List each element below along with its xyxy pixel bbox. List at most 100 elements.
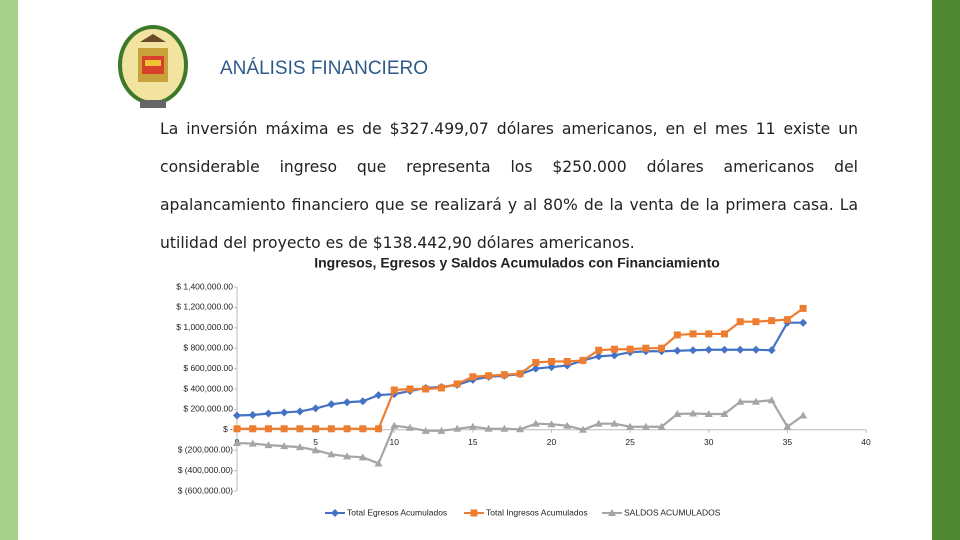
right-band	[932, 0, 960, 540]
y-tick-label: $ 1,200,000.00	[176, 302, 233, 312]
marker	[422, 385, 430, 393]
marker	[295, 407, 304, 416]
y-tick-label: $ 1,000,000.00	[176, 322, 233, 332]
marker	[531, 419, 540, 427]
marker	[405, 423, 414, 431]
marker	[751, 345, 760, 354]
marker	[264, 409, 273, 418]
paragraph: La inversión máxima es de $327.499,07 dó…	[160, 120, 858, 252]
marker	[437, 384, 445, 392]
marker	[751, 397, 760, 405]
series-line	[236, 321, 804, 417]
marker	[532, 358, 540, 366]
marker	[610, 345, 618, 353]
marker	[468, 422, 477, 430]
marker	[327, 425, 335, 433]
marker	[453, 424, 462, 432]
marker	[421, 426, 430, 434]
slide-title: ANÁLISIS FINANCIERO	[220, 58, 428, 79]
legend-label: SALDOS ACUMULADOS	[624, 507, 721, 517]
marker	[264, 425, 272, 433]
chart-title: Ingresos, Egresos y Saldos Acumulados co…	[314, 255, 720, 271]
x-tick-label: 25	[625, 437, 635, 447]
marker	[736, 397, 745, 405]
marker	[547, 363, 556, 372]
marker	[343, 452, 352, 460]
marker	[799, 318, 808, 327]
marker	[280, 425, 288, 433]
y-tick-label: $ (200,000.00)	[178, 444, 233, 454]
marker	[563, 421, 572, 429]
y-tick-label: $ 1,400,000.00	[176, 281, 233, 291]
marker	[406, 385, 414, 393]
marker	[437, 426, 446, 434]
marker	[390, 386, 398, 394]
y-tick-label: $ (600,000.00)	[178, 485, 233, 495]
marker	[736, 318, 744, 326]
marker	[233, 411, 241, 420]
x-tick-label: 10	[390, 437, 400, 447]
marker	[311, 446, 320, 454]
marker	[579, 356, 587, 364]
marker	[484, 424, 493, 432]
marker	[673, 331, 681, 339]
marker	[767, 396, 776, 404]
marker	[374, 459, 383, 467]
marker	[547, 420, 556, 428]
marker	[249, 425, 257, 433]
y-tick-label: $ (400,000.00)	[178, 465, 233, 475]
marker	[704, 345, 713, 354]
marker	[736, 345, 745, 354]
marker	[642, 344, 650, 352]
marker	[689, 409, 698, 417]
marker	[783, 422, 792, 430]
marker	[768, 317, 776, 325]
marker	[783, 316, 791, 324]
legend-label: Total Ingresos Acumulados	[486, 507, 588, 517]
x-tick-label: 5	[313, 437, 318, 447]
marker	[358, 397, 367, 406]
marker	[280, 442, 289, 450]
marker	[375, 425, 383, 433]
x-tick-label: 15	[468, 437, 478, 447]
legend-marker	[331, 509, 339, 517]
marker	[327, 450, 336, 458]
left-band	[0, 0, 18, 540]
marker	[233, 439, 241, 447]
marker	[359, 425, 367, 433]
marker	[280, 408, 289, 417]
marker	[594, 419, 603, 427]
marker	[374, 391, 383, 400]
marker	[595, 346, 603, 354]
marker	[610, 351, 619, 360]
marker	[358, 453, 367, 461]
marker	[500, 424, 509, 432]
logo	[118, 25, 188, 108]
marker	[704, 409, 713, 417]
marker	[516, 370, 524, 378]
marker	[531, 364, 540, 373]
y-tick-label: $ 800,000.00	[183, 342, 233, 352]
marker	[689, 330, 697, 338]
marker	[264, 441, 273, 449]
legend-marker	[470, 509, 478, 517]
marker	[578, 425, 587, 433]
marker	[516, 425, 525, 433]
marker	[673, 346, 682, 355]
series-line	[237, 307, 804, 430]
y-tick-label: $ 200,000.00	[183, 404, 233, 414]
marker	[312, 425, 320, 433]
marker	[248, 439, 257, 447]
marker	[752, 318, 760, 326]
x-tick-label: 20	[547, 437, 557, 447]
marker	[233, 425, 241, 433]
marker	[626, 345, 634, 353]
marker	[343, 398, 352, 407]
legend-label: Total Egresos Acumulados	[347, 507, 447, 517]
y-tick-label: $ 600,000.00	[183, 363, 233, 373]
marker	[296, 425, 304, 433]
marker	[658, 344, 666, 352]
marker	[453, 380, 461, 388]
